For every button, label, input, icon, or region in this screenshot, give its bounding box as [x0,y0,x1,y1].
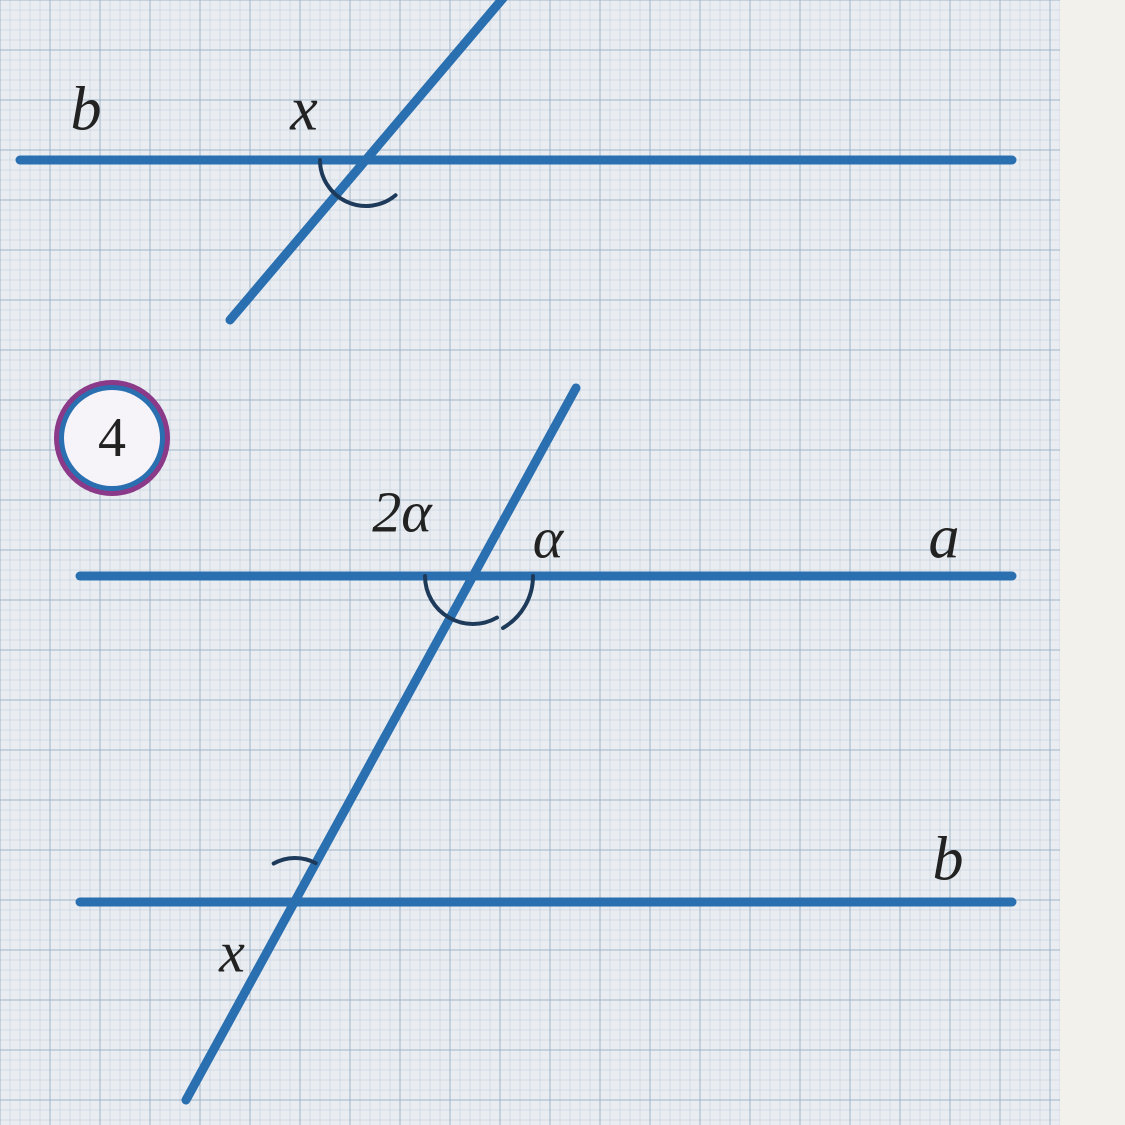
label-angle-x-top: x [290,75,318,146]
label-line-b-top: b [71,75,102,146]
problem-number-text: 4 [98,406,126,470]
problem-number-badge: 4 [64,390,160,486]
label-line-a: a [929,503,960,574]
bottom-angle-alpha-arc [503,576,533,628]
diagram-stage: 4 b x 2α α a b x [0,0,1125,1125]
label-angle-alpha: α [533,505,563,572]
label-line-b-bottom: b [933,825,964,896]
label-angle-2alpha: 2α [372,479,431,546]
label-angle-x-bottom: x [219,919,245,986]
bottom-angle-x-arc [274,858,316,864]
